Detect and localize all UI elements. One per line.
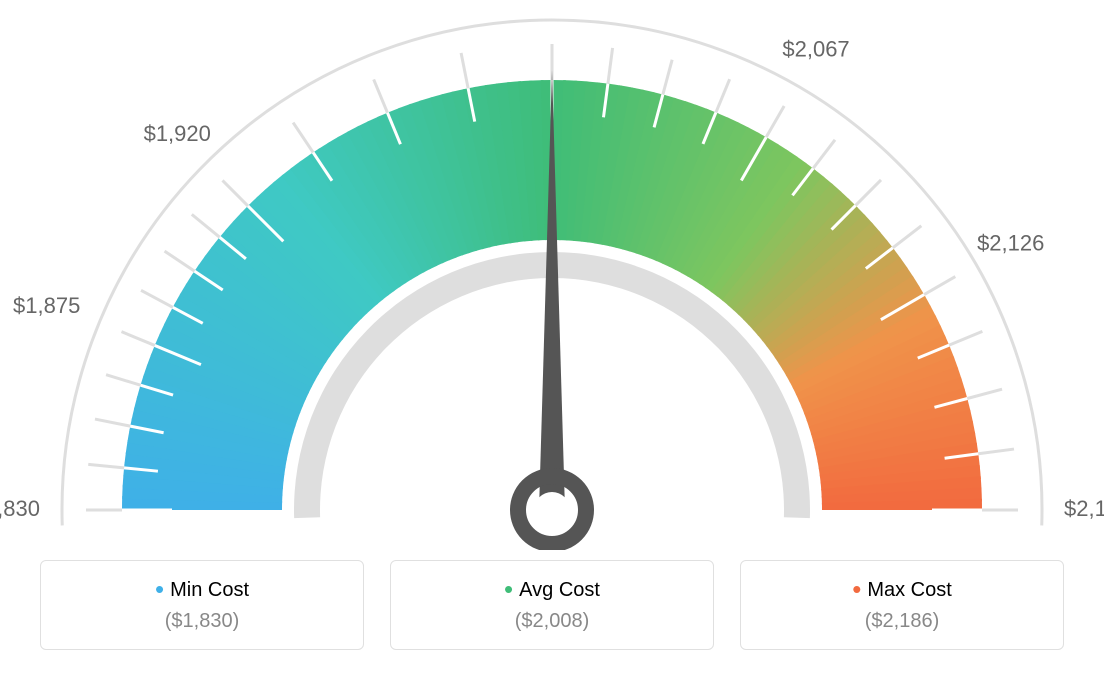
legend-title-text: Avg Cost <box>519 579 600 601</box>
gauge-label: $2,067 <box>782 36 849 61</box>
legend-title-max: •Max Cost <box>751 579 1053 602</box>
legend-card-min: •Min Cost ($1,830) <box>40 560 364 650</box>
gauge-label: $2,126 <box>977 230 1044 255</box>
legend-title-avg: •Avg Cost <box>401 579 703 602</box>
gauge-label: $1,875 <box>13 293 80 318</box>
gauge-label: $1,920 <box>144 121 211 146</box>
legend-card-max: •Max Cost ($2,186) <box>740 560 1064 650</box>
legend-title-text: Min Cost <box>170 579 249 601</box>
legend-card-avg: •Avg Cost ($2,008) <box>390 560 714 650</box>
dot-icon: • <box>504 574 513 604</box>
gauge-label: $1,830 <box>0 496 40 521</box>
legend-value-max: ($2,186) <box>751 610 1053 633</box>
legend-title-min: •Min Cost <box>51 579 353 602</box>
legend-value-min: ($1,830) <box>51 610 353 633</box>
dot-icon: • <box>155 574 164 604</box>
dot-icon: • <box>852 574 861 604</box>
gauge-label: $2,186 <box>1064 496 1104 521</box>
gauge-chart: $1,830$1,875$1,920$2,008$2,067$2,126$2,1… <box>0 0 1104 550</box>
legend-title-text: Max Cost <box>867 579 951 601</box>
legend-value-avg: ($2,008) <box>401 610 703 633</box>
legend-row: •Min Cost ($1,830) •Avg Cost ($2,008) •M… <box>0 560 1104 650</box>
